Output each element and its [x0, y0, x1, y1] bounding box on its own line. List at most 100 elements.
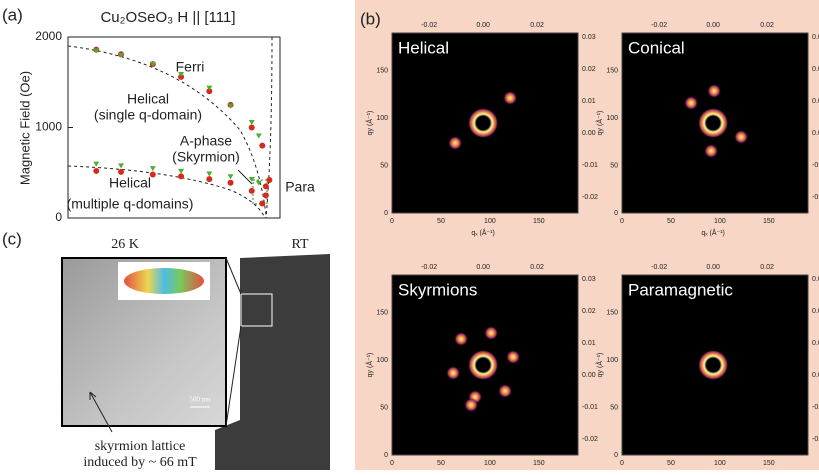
top-tick-label: -0.02 — [421, 264, 437, 271]
right-tick-label: 0.01 — [812, 98, 819, 105]
scattering-spot — [734, 130, 748, 144]
top-tick-label: 0.00 — [476, 22, 490, 29]
data-point — [93, 162, 99, 167]
plot-frame — [68, 37, 280, 218]
y-tick-label: 100 — [376, 115, 388, 122]
data-point — [249, 188, 255, 194]
data-point — [178, 169, 184, 174]
x-axis-label: qₓ (Å⁻¹) — [701, 228, 725, 237]
right-tick-label: 0.03 — [812, 276, 819, 283]
data-point — [228, 174, 234, 179]
x-tick-label: 0 — [390, 460, 394, 467]
right-tick-label: 0.02 — [582, 66, 596, 73]
annotation: Para — [285, 179, 315, 195]
y-tick-label: 100 — [376, 357, 388, 364]
top-tick-label: -0.02 — [651, 264, 667, 271]
x-tick-label: 0 — [390, 218, 394, 225]
skyrmion-illustration — [124, 268, 204, 294]
data-point — [249, 120, 255, 125]
x-tick-label: 0 — [620, 460, 624, 467]
scattering-ring — [468, 350, 498, 380]
data-point — [259, 201, 265, 207]
x-tick-label: 150 — [533, 460, 545, 467]
top-tick-label: 0.00 — [706, 22, 720, 29]
y-tick-label: 50 — [380, 162, 388, 169]
panel-title: Skyrmions — [398, 280, 477, 299]
right-tick-label: 0.03 — [812, 34, 819, 41]
annotation: (single q-domain) — [94, 107, 202, 123]
y-tick-label: 150 — [376, 68, 388, 75]
caption: induced by ~ 66 mT — [83, 455, 197, 470]
x-tick-label: 150 — [533, 218, 545, 225]
right-tick-label: 0.00 — [812, 372, 819, 379]
data-point — [150, 166, 156, 171]
data-point — [178, 173, 184, 179]
y-tick-label: 150 — [606, 310, 618, 317]
y-axis-label: qy (Å⁻¹) — [365, 111, 374, 136]
annotation: (multiple q-domains) — [67, 196, 194, 212]
right-tick-label: 0.01 — [582, 340, 596, 347]
y-axis-label: qy (Å⁻¹) — [595, 111, 604, 136]
y-tick-label: 0 — [55, 210, 62, 224]
right-tick-label: 0.00 — [582, 130, 596, 137]
tem-image-rt — [215, 254, 330, 470]
panel-label: (c) — [2, 229, 22, 248]
right-tick-label: 0.02 — [582, 308, 596, 315]
top-tick-label: -0.02 — [651, 22, 667, 29]
x-tick-label: 100 — [484, 460, 496, 467]
figure: (a) Cu₂OSeO₃ H || [111] Magnetic Field (… — [0, 0, 819, 470]
image-title: 26 K — [111, 237, 139, 252]
scattering-ring — [468, 108, 498, 138]
data-point — [206, 176, 212, 182]
right-tick-label: 0.00 — [582, 372, 596, 379]
x-tick-label: 150 — [763, 460, 775, 467]
y-tick-label: 150 — [376, 310, 388, 317]
data-point — [256, 134, 262, 139]
y-tick-label: 150 — [606, 68, 618, 75]
data-point — [228, 180, 234, 186]
panel-title: Conical — [628, 38, 685, 57]
chart-title: Cu₂OSeO₃ H || [111] — [100, 9, 235, 26]
top-tick-label: 0.02 — [760, 22, 774, 29]
right-tick-label: 0.01 — [582, 98, 596, 105]
y-tick-label: 1000 — [35, 120, 62, 134]
top-tick-label: -0.02 — [421, 22, 437, 29]
scattering-ring — [698, 350, 728, 380]
x-axis-label: qₓ (Å⁻¹) — [471, 228, 495, 237]
phase-boundary — [68, 46, 266, 215]
data-point — [93, 168, 99, 174]
annotation: (Skyrmion) — [172, 149, 240, 165]
x-tick-label: 100 — [714, 460, 726, 467]
y-tick-label: 50 — [610, 162, 618, 169]
annotation: Ferri — [176, 59, 205, 75]
caption: skyrmion lattice — [95, 439, 186, 454]
x-tick-label: 0 — [620, 218, 624, 225]
scattering-spot — [503, 91, 517, 105]
right-tick-label: -0.02 — [812, 436, 819, 443]
right-tick-label: -0.02 — [582, 194, 598, 201]
panel-c: (c) 26 K RT 500 nm skyrmion lattice indu… — [2, 229, 330, 470]
scattering-ring — [698, 108, 728, 138]
x-tick-label: 50 — [667, 218, 675, 225]
x-tick-label: 50 — [437, 218, 445, 225]
y-tick-label: 100 — [606, 115, 618, 122]
zoom-lines — [226, 258, 241, 426]
right-tick-label: -0.02 — [812, 194, 819, 201]
y-tick-label: 100 — [606, 357, 618, 364]
data-point — [118, 163, 124, 168]
y-tick-label: 0 — [614, 452, 618, 459]
right-tick-label: 0.03 — [582, 34, 596, 41]
right-tick-label: 0.02 — [812, 66, 819, 73]
data-point — [263, 192, 269, 198]
right-tick-label: -0.01 — [812, 404, 819, 411]
panel-label: (a) — [2, 5, 23, 24]
top-tick-label: 0.00 — [476, 264, 490, 271]
scattering-spot — [684, 96, 698, 110]
data-point — [259, 143, 265, 149]
annotation: Helical — [109, 175, 151, 191]
y-tick-label: 0 — [614, 210, 618, 217]
scattering-spot — [484, 326, 498, 340]
right-tick-label: 0.02 — [812, 308, 819, 315]
